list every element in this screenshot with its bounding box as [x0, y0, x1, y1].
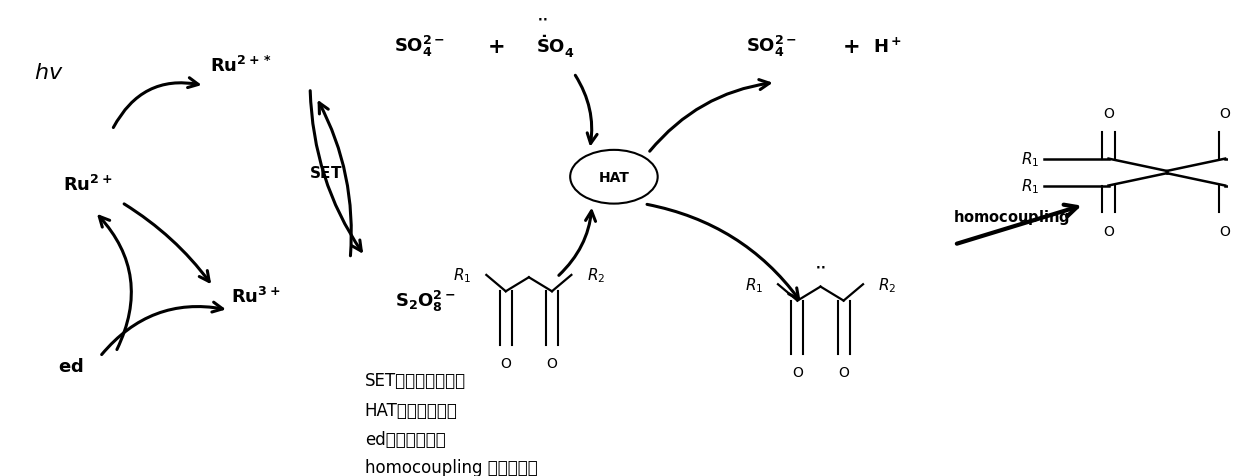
Text: O: O — [1104, 107, 1114, 121]
Text: HAT: HAT — [599, 170, 630, 184]
Text: $\mathbf{Ru^{2+*}}$: $\mathbf{Ru^{2+*}}$ — [210, 55, 272, 75]
Text: $R_1$: $R_1$ — [453, 266, 471, 285]
Text: $\mathbf{\dot{S}O_4^{\ }}$: $\mathbf{\dot{S}O_4^{\ }}$ — [536, 33, 575, 60]
Text: O: O — [1220, 107, 1230, 121]
Text: $\mathbf{\cdot\!\cdot}$: $\mathbf{\cdot\!\cdot}$ — [537, 12, 548, 25]
Text: $\mathbf{SO_4^{2-}}$: $\mathbf{SO_4^{2-}}$ — [394, 34, 445, 60]
Text: O: O — [500, 356, 511, 370]
Text: O: O — [1104, 225, 1114, 238]
Text: O: O — [838, 366, 849, 379]
Text: $\mathbf{ed}$: $\mathbf{ed}$ — [58, 357, 83, 375]
Text: ed表示电子给体: ed表示电子给体 — [365, 430, 445, 448]
Text: $\mathbf{+}$: $\mathbf{+}$ — [487, 37, 505, 57]
Text: $\mathit{\mathbf{homocoupling}}$: $\mathit{\mathbf{homocoupling}}$ — [952, 208, 1070, 227]
Text: $R_1$: $R_1$ — [1021, 150, 1039, 169]
Text: $\boldsymbol{\cdot\!\cdot}$: $\boldsymbol{\cdot\!\cdot}$ — [815, 259, 826, 272]
Text: $R_1$: $R_1$ — [1021, 177, 1039, 196]
Text: $\mathbf{Ru^{2+}}$: $\mathbf{Ru^{2+}}$ — [63, 174, 113, 194]
Text: $\mathbf{S_2O_8^{2-}}$: $\mathbf{S_2O_8^{2-}}$ — [396, 288, 456, 314]
Text: homocoupling 表示自偶联: homocoupling 表示自偶联 — [365, 458, 538, 476]
Text: O: O — [1220, 225, 1230, 238]
Text: $\mathbf{SET}$: $\mathbf{SET}$ — [309, 165, 342, 181]
Text: HAT表示去质子化: HAT表示去质子化 — [365, 402, 458, 419]
Text: O: O — [547, 356, 558, 370]
Text: $\mathbf{Ru^{3+}}$: $\mathbf{Ru^{3+}}$ — [231, 286, 280, 307]
Text: $\mathbf{SO_4^{2-}}$: $\mathbf{SO_4^{2-}}$ — [746, 34, 797, 60]
Text: O: O — [792, 366, 802, 379]
Text: $hv$: $hv$ — [33, 62, 63, 82]
Text: $\mathbf{+}$: $\mathbf{+}$ — [842, 37, 859, 57]
Text: $R_2$: $R_2$ — [878, 275, 897, 294]
Text: SET表示单电子转移: SET表示单电子转移 — [365, 371, 466, 389]
Text: $R_2$: $R_2$ — [587, 266, 605, 285]
Ellipse shape — [570, 150, 657, 204]
Text: $\mathbf{H^+}$: $\mathbf{H^+}$ — [873, 37, 901, 56]
Text: $R_1$: $R_1$ — [744, 275, 763, 294]
